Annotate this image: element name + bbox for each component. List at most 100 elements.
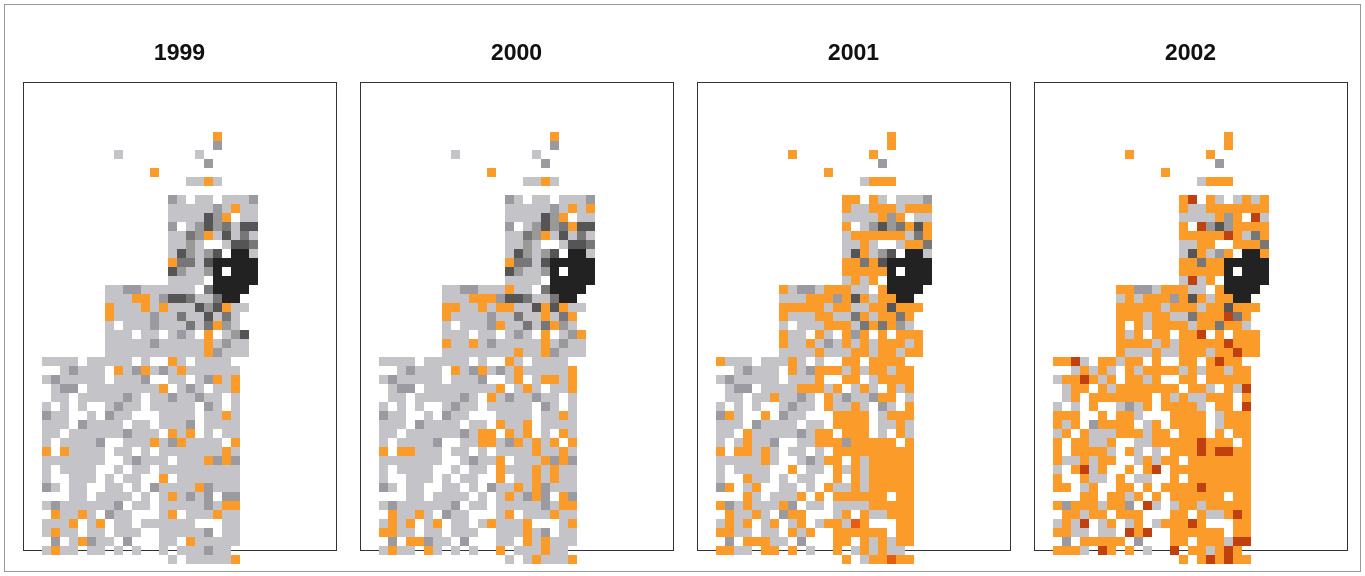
map-cell — [842, 276, 851, 285]
map-cell — [797, 294, 806, 303]
map-cell — [1224, 204, 1233, 213]
map-cell — [114, 402, 123, 411]
map-cell — [514, 402, 523, 411]
map-cell — [204, 258, 213, 267]
map-cell — [132, 402, 141, 411]
map-cell — [860, 384, 869, 393]
map-cell — [878, 537, 887, 546]
map-cell — [550, 213, 559, 222]
map-cell — [797, 285, 806, 294]
map-cell — [905, 393, 914, 402]
map-cell — [779, 537, 788, 546]
map-cell — [905, 276, 914, 285]
map-cell — [397, 375, 406, 384]
map-cell — [424, 438, 433, 447]
map-cell — [114, 501, 123, 510]
map-cell — [177, 258, 186, 267]
map-cell — [523, 213, 532, 222]
map-cell — [851, 330, 860, 339]
map-cell — [851, 267, 860, 276]
map-cell — [505, 483, 514, 492]
map-cell — [123, 510, 132, 519]
map-cell — [1215, 303, 1224, 312]
map-cell — [824, 393, 833, 402]
map-cell — [204, 285, 213, 294]
map-cell — [168, 240, 177, 249]
map-cell — [532, 258, 541, 267]
map-cell — [186, 213, 195, 222]
map-cell — [1242, 402, 1251, 411]
map-cell — [896, 384, 905, 393]
map-cell — [797, 339, 806, 348]
map-cell — [568, 348, 577, 357]
map-cell — [460, 438, 469, 447]
map-cell — [231, 528, 240, 537]
map-cell — [1116, 348, 1125, 357]
map-cell — [195, 501, 204, 510]
map-cell — [240, 330, 249, 339]
map-cell — [568, 402, 577, 411]
map-cell — [186, 303, 195, 312]
map-cell — [1062, 357, 1071, 366]
map-cell — [460, 366, 469, 375]
map-cell — [869, 483, 878, 492]
map-cell — [514, 285, 523, 294]
map-cell — [1206, 321, 1215, 330]
map-cell — [842, 420, 851, 429]
map-cell — [833, 546, 842, 555]
map-cell — [231, 330, 240, 339]
map-cell — [514, 456, 523, 465]
map-cell — [1188, 285, 1197, 294]
map-cell — [1143, 339, 1152, 348]
map-cell — [752, 438, 761, 447]
map-cell — [442, 411, 451, 420]
map-cell — [797, 537, 806, 546]
map-cell — [388, 501, 397, 510]
map-cell — [415, 501, 424, 510]
map-cell — [150, 321, 159, 330]
map-cell — [496, 528, 505, 537]
map-cell — [1179, 393, 1188, 402]
map-cell — [1233, 366, 1242, 375]
map-cell — [1224, 393, 1233, 402]
map-cell — [1161, 393, 1170, 402]
map-cell — [523, 537, 532, 546]
map-cell — [842, 447, 851, 456]
map-cell — [851, 456, 860, 465]
map-cell — [914, 258, 923, 267]
map-cell — [1233, 348, 1242, 357]
map-cell — [213, 483, 222, 492]
map-cell — [1197, 177, 1206, 186]
map-cell — [231, 222, 240, 231]
map-cell — [177, 447, 186, 456]
map-cell — [69, 519, 78, 528]
map-cell — [550, 339, 559, 348]
map-cell — [1125, 285, 1134, 294]
map-cell — [60, 519, 69, 528]
map-cell — [505, 519, 514, 528]
map-cell — [842, 483, 851, 492]
map-cell — [842, 204, 851, 213]
map-cell — [397, 438, 406, 447]
map-cell — [923, 195, 932, 204]
map-cell — [1080, 447, 1089, 456]
map-cell — [869, 321, 878, 330]
map-cell — [1089, 366, 1098, 375]
map-cell — [523, 429, 532, 438]
map-cell — [1224, 231, 1233, 240]
map-cell — [1080, 519, 1089, 528]
map-cell — [532, 447, 541, 456]
map-cell — [388, 375, 397, 384]
map-cell — [743, 528, 752, 537]
map-cell — [1224, 447, 1233, 456]
map-cell — [905, 474, 914, 483]
map-cell — [1125, 375, 1134, 384]
map-cell — [379, 465, 388, 474]
map-cell — [60, 357, 69, 366]
map-cell — [1215, 393, 1224, 402]
map-cell — [541, 357, 550, 366]
map-cell — [195, 240, 204, 249]
map-cell — [87, 501, 96, 510]
map-cell — [231, 348, 240, 357]
map-cell — [514, 303, 523, 312]
